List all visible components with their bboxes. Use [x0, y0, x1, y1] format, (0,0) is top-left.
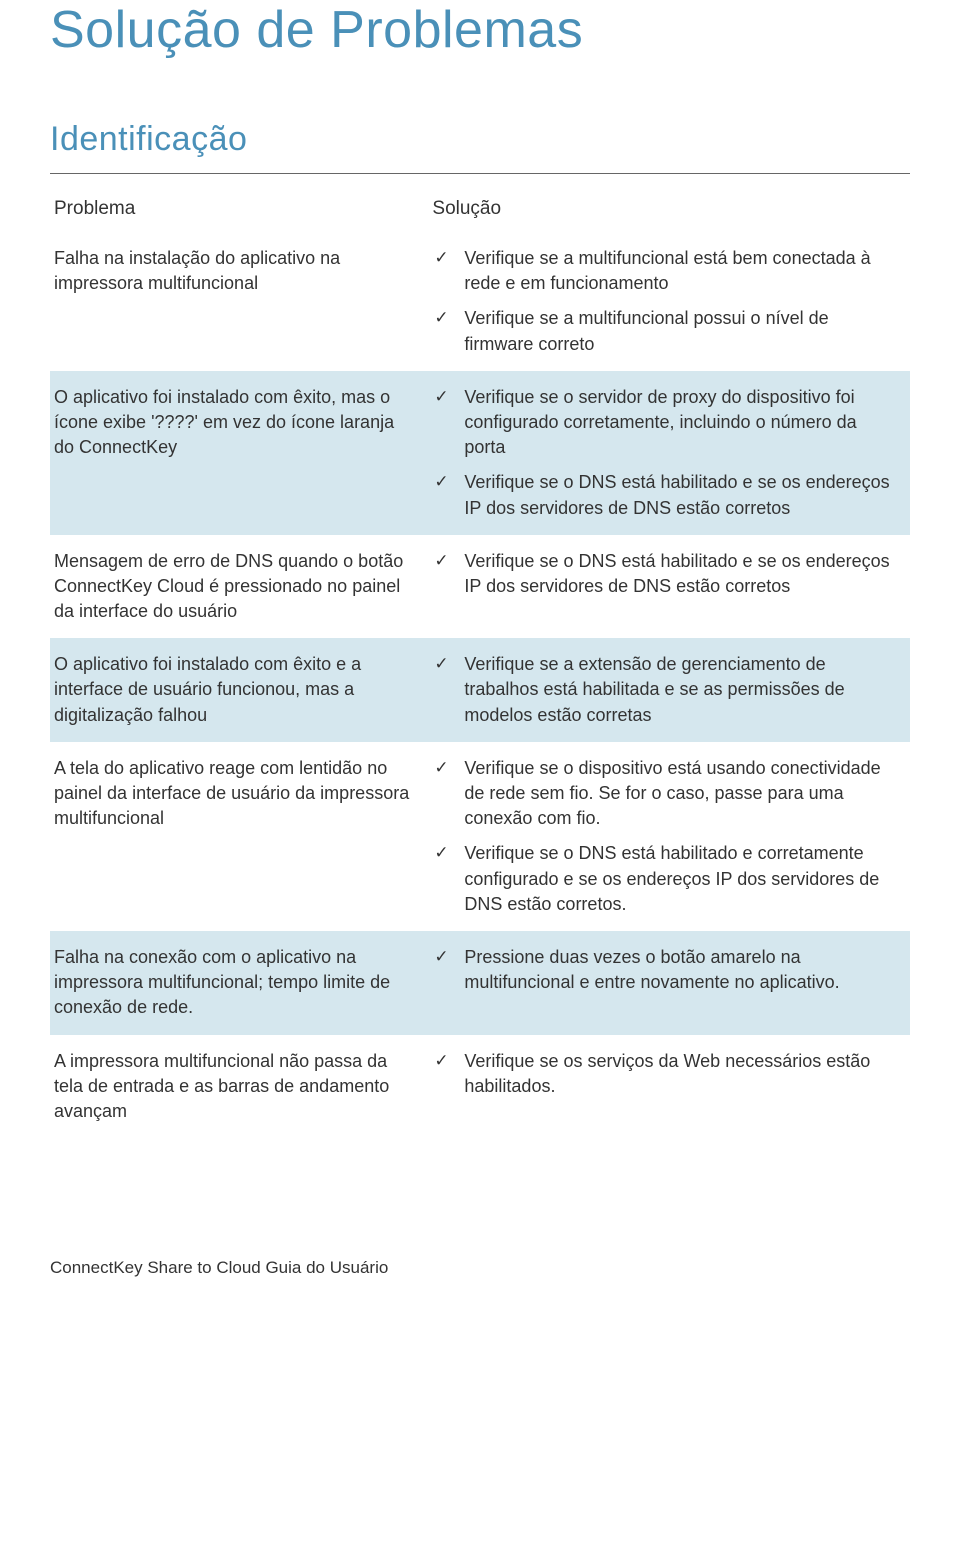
- checkmark-icon: ✓: [434, 1049, 448, 1073]
- problem-cell: Mensagem de erro de DNS quando o botão C…: [50, 535, 428, 639]
- checkmark-icon: ✓: [434, 549, 448, 573]
- solution-item: ✓ Verifique se a multifuncional possui o …: [432, 306, 898, 356]
- problem-cell: A impressora multifuncional não passa da…: [50, 1035, 428, 1139]
- solution-text: Verifique se o DNS está habilitado e se …: [464, 472, 889, 517]
- solution-text: Verifique se o DNS está habilitado e cor…: [464, 843, 879, 913]
- solution-item: ✓ Verifique se a extensão de gerenciament…: [432, 652, 898, 728]
- table-row: Falha na conexão com o aplicativo na imp…: [50, 931, 910, 1035]
- checkmark-icon: ✓: [434, 470, 448, 494]
- solution-text: Verifique se a extensão de gerenciamento…: [464, 654, 844, 724]
- page-title: Solução de Problemas: [50, 0, 910, 60]
- footer-text: ConnectKey Share to Cloud Guia do Usuári…: [50, 1258, 910, 1278]
- problem-cell: Falha na instalação do aplicativo na imp…: [50, 232, 428, 371]
- solution-text: Verifique se os serviços da Web necessár…: [464, 1051, 870, 1096]
- table-row: O aplicativo foi instalado com êxito e a…: [50, 638, 910, 742]
- checkmark-icon: ✓: [434, 385, 448, 409]
- solution-item: ✓ Verifique se o dispositivo está usando …: [432, 756, 898, 832]
- solution-cell: ✓ Verifique se a extensão de gerenciament…: [428, 638, 910, 742]
- table-row: Falha na instalação do aplicativo na imp…: [50, 232, 910, 371]
- troubleshooting-table: Problema Solução Falha na instalação do …: [50, 192, 910, 1138]
- solution-item: ✓ Pressione duas vezes o botão amarelo na…: [432, 945, 898, 995]
- problem-cell: O aplicativo foi instalado com êxito, ma…: [50, 371, 428, 535]
- section-subtitle: Identificação: [50, 120, 910, 159]
- checkmark-icon: ✓: [434, 841, 448, 865]
- solution-text: Verifique se o dispositivo está usando c…: [464, 758, 880, 828]
- table-row: A impressora multifuncional não passa da…: [50, 1035, 910, 1139]
- solution-item: ✓ Verifique se os serviços da Web necessá…: [432, 1049, 898, 1099]
- checkmark-icon: ✓: [434, 246, 448, 270]
- solution-cell: ✓ Verifique se o dispositivo está usando …: [428, 742, 910, 931]
- checkmark-icon: ✓: [434, 945, 448, 969]
- table-row: O aplicativo foi instalado com êxito, ma…: [50, 371, 910, 535]
- solution-item: ✓ Verifique se a multifuncional está bem …: [432, 246, 898, 296]
- solution-text: Verifique se o DNS está habilitado e se …: [464, 551, 889, 596]
- table-row: Mensagem de erro de DNS quando o botão C…: [50, 535, 910, 639]
- solution-item: ✓ Verifique se o DNS está habilitado e se…: [432, 470, 898, 520]
- checkmark-icon: ✓: [434, 652, 448, 676]
- problem-cell: Falha na conexão com o aplicativo na imp…: [50, 931, 428, 1035]
- column-header-solution: Solução: [428, 192, 910, 232]
- solution-item: ✓ Verifique se o DNS está habilitado e se…: [432, 549, 898, 599]
- problem-cell: O aplicativo foi instalado com êxito e a…: [50, 638, 428, 742]
- solution-cell: ✓ Verifique se o servidor de proxy do dis…: [428, 371, 910, 535]
- problem-cell: A tela do aplicativo reage com lentidão …: [50, 742, 428, 931]
- solution-text: Verifique se a multifuncional está bem c…: [464, 248, 870, 293]
- checkmark-icon: ✓: [434, 306, 448, 330]
- section-divider: [50, 173, 910, 174]
- solution-text: Pressione duas vezes o botão amarelo na …: [464, 947, 839, 992]
- column-header-problem: Problema: [50, 192, 428, 232]
- solution-text: Verifique se a multifuncional possui o n…: [464, 308, 828, 353]
- solution-item: ✓ Verifique se o DNS está habilitado e co…: [432, 841, 898, 917]
- solution-text: Verifique se o servidor de proxy do disp…: [464, 387, 856, 457]
- solution-cell: ✓ Verifique se o DNS está habilitado e se…: [428, 535, 910, 639]
- table-row: A tela do aplicativo reage com lentidão …: [50, 742, 910, 931]
- solution-cell: ✓ Pressione duas vezes o botão amarelo na…: [428, 931, 910, 1035]
- solution-item: ✓ Verifique se o servidor de proxy do dis…: [432, 385, 898, 461]
- solution-cell: ✓ Verifique se a multifuncional está bem …: [428, 232, 910, 371]
- solution-cell: ✓ Verifique se os serviços da Web necessá…: [428, 1035, 910, 1139]
- checkmark-icon: ✓: [434, 756, 448, 780]
